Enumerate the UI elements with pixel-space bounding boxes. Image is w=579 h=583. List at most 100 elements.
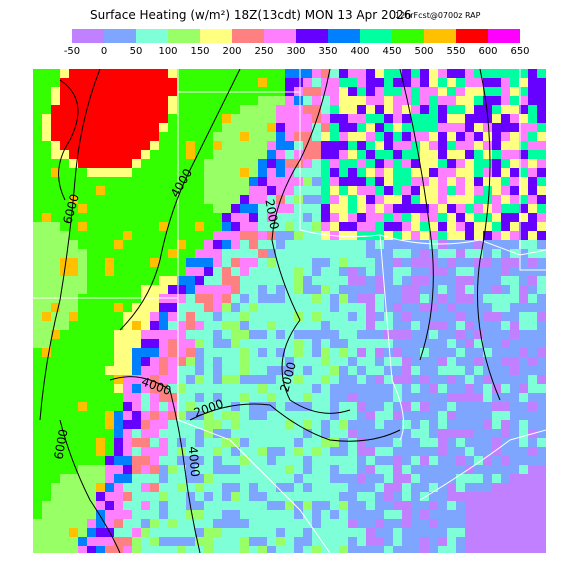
map-cell [375, 483, 384, 492]
map-cell [474, 501, 483, 510]
map-cell [177, 357, 186, 366]
map-cell [105, 492, 114, 501]
map-cell [114, 78, 123, 87]
map-cell [276, 78, 285, 87]
map-cell [132, 123, 141, 132]
map-cell [159, 303, 168, 312]
map-cell [366, 159, 375, 168]
map-cell [330, 393, 339, 402]
map-cell [78, 96, 87, 105]
map-cell [348, 357, 357, 366]
map-cell [492, 177, 501, 186]
map-cell [528, 204, 537, 213]
map-cell [276, 357, 285, 366]
map-cell [492, 222, 501, 231]
map-cell [348, 240, 357, 249]
map-cell [420, 168, 429, 177]
map-cell [213, 438, 222, 447]
map-cell [429, 474, 438, 483]
map-cell [519, 393, 528, 402]
map-cell [375, 267, 384, 276]
map-cell [339, 231, 348, 240]
map-cell [285, 429, 294, 438]
map-cell [33, 510, 42, 519]
map-cell [132, 429, 141, 438]
map-cell [429, 114, 438, 123]
map-cell [177, 123, 186, 132]
map-cell [240, 402, 249, 411]
map-cell [150, 546, 159, 553]
map-cell [150, 204, 159, 213]
map-cell [78, 411, 87, 420]
map-cell [186, 465, 195, 474]
map-cell [69, 366, 78, 375]
map-cell [303, 276, 312, 285]
map-cell [168, 483, 177, 492]
map-cell [78, 510, 87, 519]
map-cell [465, 366, 474, 375]
map-cell [447, 285, 456, 294]
map-cell [240, 177, 249, 186]
map-cell [357, 132, 366, 141]
map-cell [213, 393, 222, 402]
map-cell [177, 78, 186, 87]
map-cell [168, 393, 177, 402]
map-cell [456, 384, 465, 393]
map-cell [312, 420, 321, 429]
map-cell [357, 411, 366, 420]
map-cell [456, 249, 465, 258]
map-cell [366, 150, 375, 159]
map-cell [519, 348, 528, 357]
map-cell [510, 213, 519, 222]
map-cell [519, 303, 528, 312]
map-cell [105, 168, 114, 177]
map-cell [366, 510, 375, 519]
map-cell [159, 114, 168, 123]
map-cell [222, 357, 231, 366]
map-cell [411, 528, 420, 537]
map-cell [501, 348, 510, 357]
map-cell [231, 105, 240, 114]
map-cell [465, 447, 474, 456]
map-cell [294, 195, 303, 204]
map-cell [87, 105, 96, 114]
map-cell [384, 114, 393, 123]
map-cell [249, 321, 258, 330]
map-cell [456, 474, 465, 483]
map-cell [348, 546, 357, 553]
map-cell [195, 114, 204, 123]
map-cell [348, 168, 357, 177]
map-cell [267, 438, 276, 447]
map-cell [474, 159, 483, 168]
map-cell [483, 402, 492, 411]
map-cell [312, 357, 321, 366]
map-cell [537, 78, 546, 87]
map-cell [51, 438, 60, 447]
map-cell [366, 96, 375, 105]
map-cell [402, 357, 411, 366]
map-cell [348, 294, 357, 303]
map-cell [438, 366, 447, 375]
map-cell [501, 501, 510, 510]
map-cell [375, 366, 384, 375]
map-cell [384, 501, 393, 510]
map-cell [303, 519, 312, 528]
map-cell [150, 213, 159, 222]
map-cell [51, 78, 60, 87]
map-cell [240, 546, 249, 553]
map-cell [213, 249, 222, 258]
map-cell [87, 348, 96, 357]
map-cell [123, 384, 132, 393]
map-cell [357, 393, 366, 402]
map-cell [249, 168, 258, 177]
map-cell [321, 141, 330, 150]
map-cell [249, 438, 258, 447]
map-cell [510, 357, 519, 366]
map-cell [330, 78, 339, 87]
map-cell [537, 267, 546, 276]
map-cell [465, 420, 474, 429]
map-cell [195, 447, 204, 456]
map-cell [42, 258, 51, 267]
map-cell [384, 375, 393, 384]
map-cell [294, 456, 303, 465]
